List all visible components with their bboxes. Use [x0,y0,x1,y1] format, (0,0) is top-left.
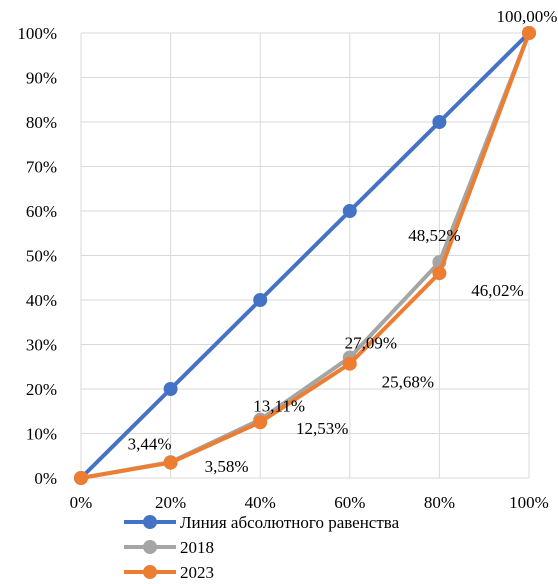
y-tick-label: 30% [26,336,57,355]
legend-marker [143,515,157,529]
legend-label: Линия абсолютного равенства [180,513,400,532]
y-tick-label: 60% [26,202,57,221]
data-point [253,293,268,307]
x-axis-tick-labels: 0% 20% 40% 60% 80% 100% [70,493,549,512]
data-point [163,455,178,470]
data-point [342,356,357,371]
data-point [432,266,447,281]
legend: Линия абсолютного равенства 2018 2023 [124,513,400,582]
legend-marker [143,540,157,554]
data-label: 46,02% [471,281,523,300]
data-point [163,382,178,396]
data-labels: 3,58% 13,11% 27,09% 48,52% 3,44% 12,53% 25,68%… [128,7,558,476]
data-label: 13,11% [253,397,305,416]
data-point [342,204,357,218]
data-point [522,26,536,40]
data-point [253,415,268,430]
series-line [79,31,531,480]
y-tick-label: 50% [26,247,57,266]
data-label: 12,53% [296,419,348,438]
y-tick-label: 70% [26,158,57,177]
data-point [432,115,447,129]
data-label: 3,58% [205,457,249,476]
y-tick-label: 100% [17,24,57,43]
x-tick-label: 20% [155,493,186,512]
data-label: 25,68% [382,373,434,392]
data-point [74,471,88,485]
x-tick-label: 0% [70,493,93,512]
series-line [80,32,531,480]
y-tick-label: 90% [26,69,57,88]
y-axis-tick-labels: 0% 10% 20% 30% 40% 50% 60% 70% 80% 90% 100% [17,24,57,488]
y-tick-label: 40% [26,291,57,310]
data-label: 3,44% [128,435,172,454]
legend-label: 2018 [180,538,214,557]
y-tick-label: 20% [26,380,57,399]
x-tick-label: 40% [245,493,276,512]
series-lines [74,26,536,485]
y-tick-label: 0% [34,469,57,488]
y-tick-label: 10% [26,425,57,444]
legend-marker [143,565,157,579]
legend-label: 2023 [180,563,214,582]
x-tick-label: 100% [509,493,549,512]
data-label: 48,52% [408,226,460,245]
data-label: 27,09% [345,333,397,352]
data-label: 100,00% [497,7,558,26]
y-tick-label: 80% [26,113,57,132]
x-tick-label: 60% [334,493,365,512]
x-tick-label: 80% [424,493,455,512]
